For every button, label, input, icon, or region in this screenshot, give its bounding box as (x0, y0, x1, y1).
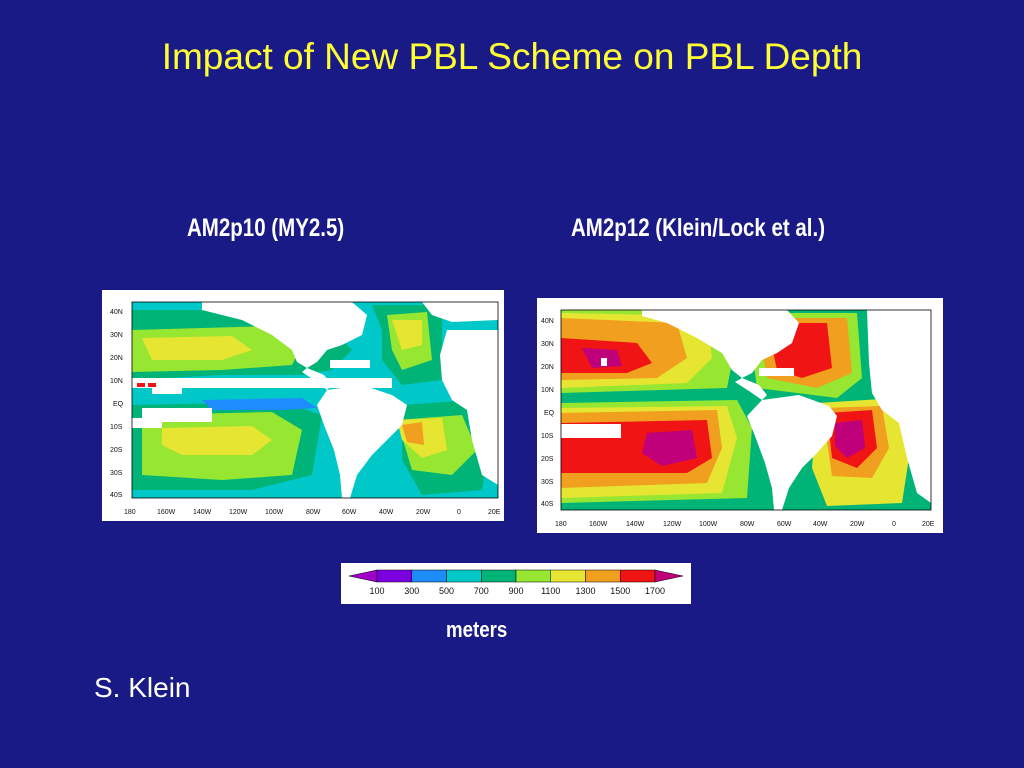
left-lon-80w: 80W (306, 509, 321, 516)
right-panel-title: AM2p12 (Klein/Lock et al.) (571, 214, 826, 242)
right-lon-20w: 20W (850, 521, 865, 528)
right-lat-40s: 40S (541, 501, 554, 508)
right-lon-40w: 40W (813, 521, 828, 528)
right-lat-10s: 10S (541, 433, 554, 440)
left-lat-10n: 10N (110, 378, 123, 385)
left-lat-40n: 40N (110, 309, 123, 316)
left-lon-40w: 40W (379, 509, 394, 516)
colorbar-segment (411, 569, 447, 583)
colorbar-segment (550, 569, 586, 583)
left-lat-10s: 10S (110, 424, 123, 431)
right-lat-30s: 30S (541, 479, 554, 486)
right-lon-100w: 100W (699, 521, 718, 528)
left-lon-140w: 140W (193, 509, 212, 516)
left-lat-30n: 30N (110, 332, 123, 339)
left-lon-160w: 160W (157, 509, 176, 516)
left-lon-100w: 100W (265, 509, 284, 516)
right-lon-20e: 20E (922, 521, 935, 528)
right-lat-20n: 20N (541, 364, 554, 371)
left-lon-120w: 120W (229, 509, 248, 516)
right-lat-30n: 30N (541, 341, 554, 348)
right-lon-60w: 60W (777, 521, 792, 528)
right-lon-120w: 120W (663, 521, 682, 528)
left-pbl-map: 40N 30N 20N 10N EQ 10S 20S 30S 40S 180 1… (102, 290, 504, 521)
left-map-graphic: 40N 30N 20N 10N EQ 10S 20S 30S 40S 180 1… (110, 301, 501, 516)
colorbar-tick-label: 1100 (541, 586, 560, 596)
colorbar-segment (376, 569, 412, 583)
colorbar-segment (481, 569, 517, 583)
colorbar-tick-label: 1500 (610, 586, 630, 596)
right-lat-eq: EQ (544, 410, 555, 417)
left-lat-40s: 40S (110, 492, 123, 499)
left-lon-0: 0 (457, 509, 461, 516)
right-lat-20s: 20S (541, 456, 554, 463)
left-lat-20n: 20N (110, 355, 123, 362)
colorbar-tick-label: 300 (404, 586, 419, 596)
colorbar-tick-label: 100 (369, 586, 384, 596)
colorbar-tick-label: 500 (439, 586, 454, 596)
colorbar-units: meters (446, 617, 508, 642)
colorbar-segment (585, 569, 621, 583)
colorbar-tick-label: 1700 (645, 586, 665, 596)
colorbar-segment (620, 569, 656, 583)
right-lat-10n: 10N (541, 387, 554, 394)
left-panel-title: AM2p10 (MY2.5) (187, 214, 345, 242)
right-lon-0: 0 (892, 521, 896, 528)
colorbar-segment (515, 569, 551, 583)
left-lon-180: 180 (124, 509, 136, 516)
left-lon-20w: 20W (416, 509, 431, 516)
right-map-graphic: 40N 30N 20N 10N EQ 10S 20S 30S 40S 180 1… (541, 309, 935, 528)
colorbar-graphic: 100 300 500 700 900 1100 1300 1500 1700 (348, 569, 684, 596)
left-lat-eq: EQ (113, 401, 124, 408)
right-lon-180: 180 (555, 521, 567, 528)
right-lat-40n: 40N (541, 318, 554, 325)
colorbar-tick-label: 700 (474, 586, 489, 596)
left-lon-60w: 60W (342, 509, 357, 516)
colorbar-segment-max (654, 569, 684, 583)
left-lat-20s: 20S (110, 447, 123, 454)
right-pbl-map: 40N 30N 20N 10N EQ 10S 20S 30S 40S 180 1… (537, 298, 943, 533)
author-credit: S. Klein (94, 672, 191, 703)
colorbar-tick-label: 1300 (575, 586, 595, 596)
colorbar-segment-min (348, 569, 378, 583)
right-lon-140w: 140W (626, 521, 645, 528)
right-lon-80w: 80W (740, 521, 755, 528)
left-lat-30s: 30S (110, 470, 123, 477)
colorbar-tick-label: 900 (508, 586, 523, 596)
colorbar-segment (446, 569, 482, 583)
right-lon-160w: 160W (589, 521, 608, 528)
slide-title: Impact of New PBL Scheme on PBL Depth (161, 36, 863, 77)
colorbar-legend: 100 300 500 700 900 1100 1300 1500 1700 (341, 563, 691, 604)
left-lon-20e: 20E (488, 509, 501, 516)
